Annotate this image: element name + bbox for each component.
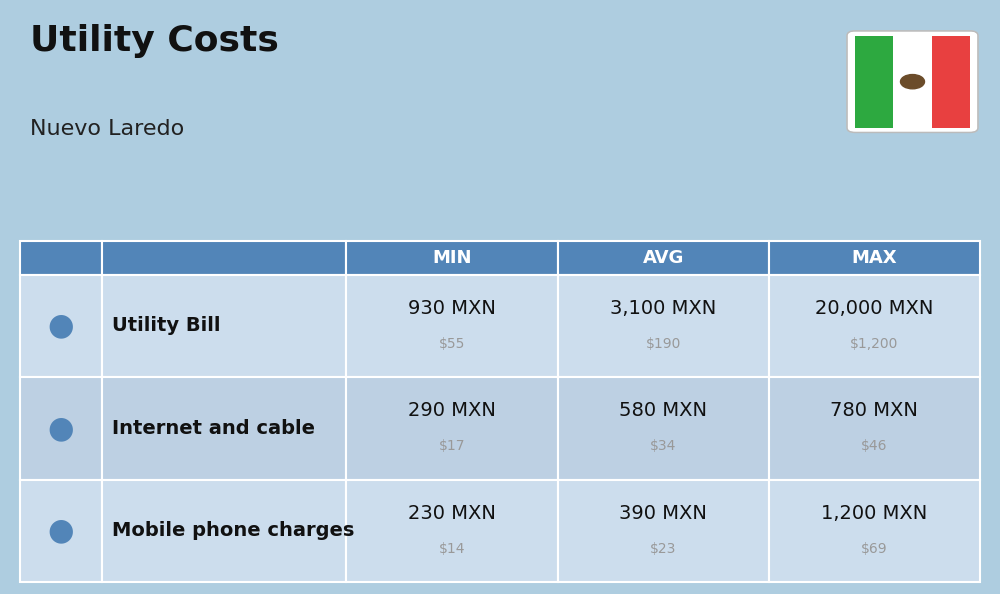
Bar — [346, 274, 558, 377]
Bar — [769, 480, 980, 582]
Bar — [558, 480, 769, 582]
Text: MIN: MIN — [432, 249, 472, 267]
Bar — [20, 480, 102, 582]
Bar — [102, 274, 346, 377]
Bar — [855, 36, 893, 128]
Text: $46: $46 — [861, 439, 888, 453]
Text: 230 MXN: 230 MXN — [408, 504, 496, 523]
Text: 390 MXN: 390 MXN — [619, 504, 707, 523]
Text: ●: ● — [47, 516, 74, 545]
Text: Utility Costs: Utility Costs — [30, 24, 279, 58]
Bar — [769, 377, 980, 480]
Bar — [932, 36, 970, 128]
Text: 1,200 MXN: 1,200 MXN — [821, 504, 928, 523]
Text: Utility Bill: Utility Bill — [112, 317, 220, 336]
Bar — [558, 241, 769, 274]
Text: 930 MXN: 930 MXN — [408, 299, 496, 318]
Text: $23: $23 — [650, 542, 676, 556]
Bar — [102, 480, 346, 582]
Text: $69: $69 — [861, 542, 888, 556]
Text: Mobile phone charges: Mobile phone charges — [112, 522, 354, 541]
Text: 580 MXN: 580 MXN — [619, 401, 707, 420]
Bar — [20, 241, 102, 274]
Text: $17: $17 — [439, 439, 465, 453]
Bar — [346, 480, 558, 582]
Text: 780 MXN: 780 MXN — [830, 401, 918, 420]
Circle shape — [900, 75, 924, 89]
Bar — [893, 36, 932, 128]
Text: 290 MXN: 290 MXN — [408, 401, 496, 420]
Bar — [20, 377, 102, 480]
Text: Internet and cable: Internet and cable — [112, 419, 315, 438]
Text: AVG: AVG — [643, 249, 684, 267]
Text: $190: $190 — [646, 337, 681, 351]
Bar — [769, 274, 980, 377]
Text: ●: ● — [47, 414, 74, 443]
Bar — [346, 377, 558, 480]
Bar — [102, 241, 346, 274]
Text: MAX: MAX — [852, 249, 897, 267]
Text: $34: $34 — [650, 439, 676, 453]
Bar — [558, 274, 769, 377]
Text: 20,000 MXN: 20,000 MXN — [815, 299, 934, 318]
Bar — [769, 241, 980, 274]
Bar — [102, 377, 346, 480]
Bar — [346, 241, 558, 274]
Text: 3,100 MXN: 3,100 MXN — [610, 299, 716, 318]
Text: Nuevo Laredo: Nuevo Laredo — [30, 119, 184, 139]
Text: $55: $55 — [439, 337, 465, 351]
Bar — [20, 274, 102, 377]
Text: $14: $14 — [439, 542, 465, 556]
Bar — [558, 377, 769, 480]
Text: ●: ● — [47, 311, 74, 340]
Text: $1,200: $1,200 — [850, 337, 899, 351]
FancyBboxPatch shape — [847, 31, 978, 132]
